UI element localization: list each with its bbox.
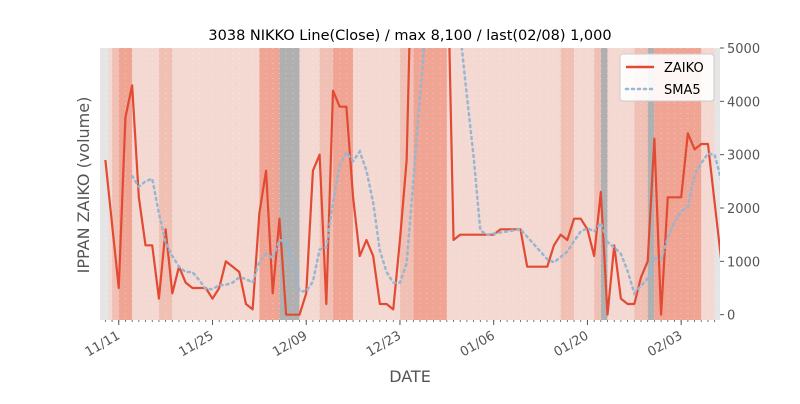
- legend-label-zaiko: ZAIKO: [664, 61, 704, 76]
- y-tick-label-2000: 2000: [727, 202, 760, 217]
- band-3: [259, 48, 280, 320]
- band-1: [118, 48, 133, 320]
- x-tick-label-12-23: 12/23: [364, 328, 404, 360]
- legend: ZAIKO SMA5: [619, 53, 715, 102]
- band-11: [600, 48, 608, 320]
- x-tick-label-12-09: 12/09: [270, 328, 310, 360]
- band-7: [399, 48, 414, 320]
- x-tick-label-02-03: 02/03: [645, 328, 685, 360]
- x-tick-label-01-06: 01/06: [458, 328, 498, 360]
- x-tick-label-11-25: 11/25: [177, 328, 217, 360]
- y-tick-label-1000: 1000: [727, 255, 760, 270]
- y-tick-label-5000: 5000: [727, 42, 760, 57]
- y-tick-label-0: 0: [727, 309, 735, 324]
- x-axis: 11/11 11/25 12/09 12/23 01/06 01/20 02/03: [83, 320, 716, 360]
- x-tick-label-11-11: 11/11: [83, 328, 123, 360]
- y-tick-label-3000: 3000: [727, 149, 760, 164]
- x-tick-label-01-20: 01/20: [551, 328, 591, 360]
- shaded-bands: [108, 48, 715, 320]
- band-4: [279, 48, 300, 320]
- band-8: [413, 48, 447, 320]
- series-line-zaiko: [104, 48, 720, 316]
- series-layer: [104, 48, 720, 316]
- band-10: [594, 48, 601, 320]
- y-axis: 0 1000 2000 3000 4000 5000: [720, 42, 760, 324]
- band-0: [112, 48, 119, 320]
- y-axis-label: IPPAN ZAIKO (volume): [74, 97, 93, 274]
- band-9: [560, 48, 575, 320]
- y-tick-label-4000: 4000: [727, 95, 760, 110]
- band-12: [634, 48, 648, 320]
- x-axis-label: DATE: [389, 367, 431, 386]
- legend-label-sma5: SMA5: [664, 83, 701, 98]
- chart-title: 3038 NIKKO Line(Close) / max 8,100 / las…: [208, 28, 611, 44]
- series-line-sma5: [130, 48, 720, 296]
